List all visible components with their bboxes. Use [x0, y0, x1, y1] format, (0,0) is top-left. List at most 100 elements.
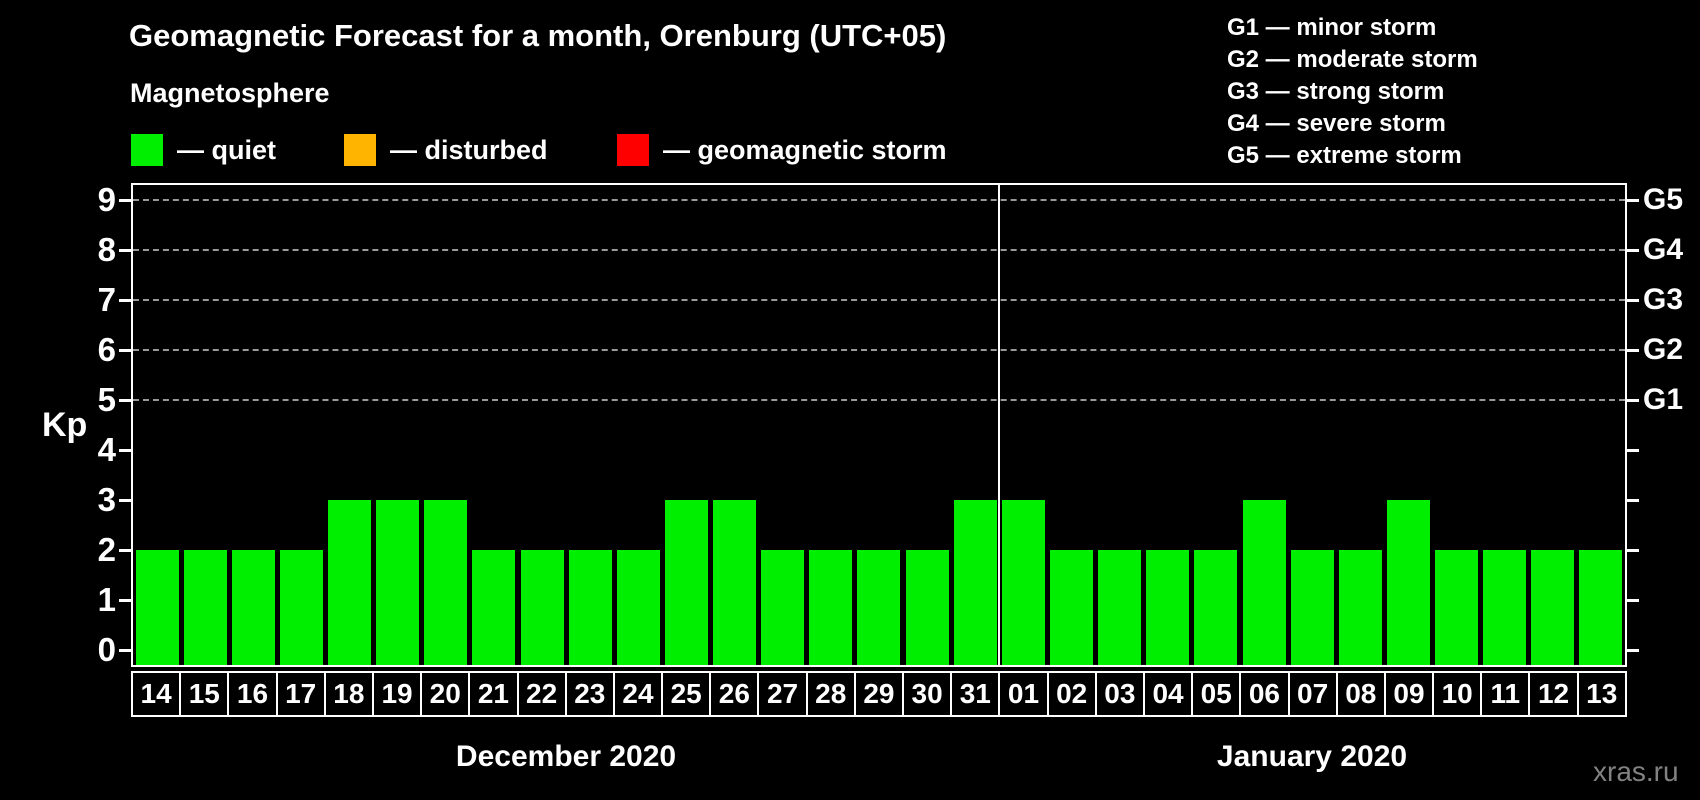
- kp-bar: [664, 500, 708, 665]
- page-title: Geomagnetic Forecast for a month, Orenbu…: [129, 18, 947, 53]
- disturbed-color-swatch: [344, 134, 376, 166]
- kp-bar: [1386, 500, 1430, 665]
- y-tick-label: 5: [97, 381, 116, 418]
- y-tick-mark-right: [1627, 349, 1639, 352]
- kp-bar: [857, 550, 901, 665]
- day-label-cell: 07: [1287, 671, 1338, 717]
- y-tick-mark-left: [119, 249, 131, 252]
- kp-bar: [1146, 550, 1190, 665]
- y-tick-mark-right: [1627, 649, 1639, 652]
- gridline-kp5: [133, 399, 1625, 401]
- day-axis-row: 14 15 16 17 18 19 20 21 22 23 24 25 26 27 28 29 30 31 01 02…: [131, 671, 1627, 717]
- y-tick-mark-left: [119, 599, 131, 602]
- y-tick-mark-right: [1627, 199, 1639, 202]
- kp-bar: [328, 500, 372, 665]
- kp-bar: [1338, 550, 1382, 665]
- y-tick-label: 1: [97, 581, 116, 618]
- y-tick-label: 2: [97, 531, 116, 568]
- kp-bar: [953, 500, 997, 665]
- day-label-cell: 06: [1239, 671, 1290, 717]
- day-label-cell: 23: [564, 671, 615, 717]
- month-label-december: December 2020: [455, 740, 677, 773]
- y-axis-label: Kp: [42, 406, 88, 444]
- y-tick-mark-right: [1627, 249, 1639, 252]
- y-tick-mark-left: [119, 299, 131, 302]
- y-tick-mark-right: [1627, 299, 1639, 302]
- legend-label-quiet: — quiet: [177, 134, 276, 165]
- day-label-cell: 25: [661, 671, 712, 717]
- g-level-label-g5: G5: [1643, 183, 1684, 216]
- kp-bar: [279, 550, 323, 665]
- y-tick-mark-left: [119, 449, 131, 452]
- day-label-cell: 05: [1191, 671, 1242, 717]
- day-label-cell: 13: [1576, 671, 1627, 717]
- kp-bar: [1242, 500, 1286, 665]
- y-tick-mark-left: [119, 349, 131, 352]
- y-tick-mark-left: [119, 199, 131, 202]
- quiet-color-swatch: [131, 134, 163, 166]
- kp-bar: [1579, 550, 1623, 665]
- kp-bar: [1531, 550, 1575, 665]
- chart-plot-area: [131, 183, 1627, 667]
- y-tick-label: 0: [97, 631, 116, 668]
- kp-bar: [135, 550, 179, 665]
- day-label-cell: 20: [420, 671, 471, 717]
- day-label-cell: 19: [371, 671, 423, 717]
- day-label-cell: 17: [275, 671, 326, 717]
- kp-bar: [809, 550, 853, 665]
- y-tick-mark-right: [1627, 449, 1639, 452]
- g-legend-line-g2: G2 — moderate storm: [1227, 46, 1478, 73]
- g-level-label-g3: G3: [1643, 283, 1684, 316]
- kp-bar: [1194, 550, 1238, 665]
- gridline-kp6: [133, 349, 1625, 351]
- legend-label-disturbed: — disturbed: [390, 134, 548, 165]
- day-label-cell: 21: [468, 671, 519, 717]
- y-tick-label: 9: [97, 181, 116, 218]
- kp-bar: [616, 550, 660, 665]
- day-label-cell: 15: [179, 671, 230, 717]
- day-label-cell: 01: [998, 671, 1049, 717]
- g-level-label-g1: G1: [1643, 383, 1684, 416]
- day-label-cell: 14: [131, 671, 182, 717]
- legend-label-geomagnetic-storm: — geomagnetic storm: [663, 134, 947, 165]
- g-scale-legend: G1 — minor storm G2 — moderate storm G3 …: [1227, 12, 1478, 172]
- kp-bar: [1435, 550, 1479, 665]
- legend-item-quiet: — quiet: [131, 134, 276, 166]
- y-tick-mark-right: [1627, 549, 1639, 552]
- day-label-cell: 11: [1480, 671, 1531, 717]
- y-tick-label: 8: [97, 231, 116, 268]
- g-legend-line-g1: G1 — minor storm: [1227, 14, 1437, 41]
- y-tick-label: 6: [97, 331, 116, 368]
- day-label-cell: 26: [709, 671, 760, 717]
- gridline-kp8: [133, 249, 1625, 251]
- y-tick-mark-right: [1627, 599, 1639, 602]
- month-label-january: January 2020: [1216, 740, 1408, 773]
- day-label-cell: 22: [516, 671, 567, 717]
- magnetosphere-label: Magnetosphere: [130, 78, 330, 108]
- kp-bar: [1098, 550, 1142, 665]
- day-label-cell: 02: [1046, 671, 1097, 717]
- g-legend-line-g3: G3 — strong storm: [1227, 78, 1445, 105]
- watermark: xras.ru: [1593, 756, 1679, 787]
- kp-bar: [1001, 500, 1045, 665]
- kp-bar: [472, 550, 516, 665]
- legend-item-disturbed: — disturbed: [344, 134, 548, 166]
- gridline-kp7: [133, 299, 1625, 301]
- day-label-cell: 30: [902, 671, 953, 717]
- y-tick-mark-left: [119, 499, 131, 502]
- g-level-label-g4: G4: [1643, 233, 1684, 266]
- y-tick-label: 3: [97, 481, 116, 518]
- y-tick-mark-left: [119, 649, 131, 652]
- day-label-cell: 24: [612, 671, 664, 717]
- legend-item-geomagnetic-storm: — geomagnetic storm: [617, 134, 947, 166]
- gridline-kp9: [133, 199, 1625, 201]
- kp-bar: [520, 550, 564, 665]
- day-label-cell: 10: [1432, 671, 1483, 717]
- y-tick-label: 7: [97, 281, 116, 318]
- day-label-cell: 28: [805, 671, 856, 717]
- day-label-cell: 31: [950, 671, 1001, 717]
- y-tick-mark-right: [1627, 499, 1639, 502]
- kp-bar: [713, 500, 757, 665]
- kp-bar: [1290, 550, 1334, 665]
